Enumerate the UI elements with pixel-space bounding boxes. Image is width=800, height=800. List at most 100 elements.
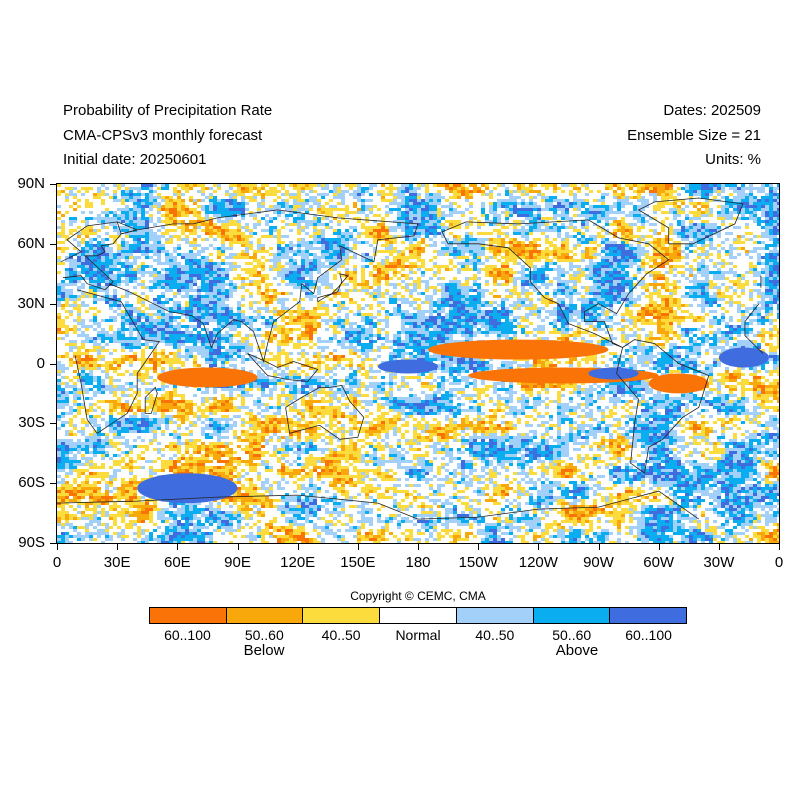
field-cell bbox=[189, 262, 193, 265]
field-cell bbox=[197, 184, 201, 187]
field-cell bbox=[497, 217, 501, 220]
field-cell bbox=[317, 211, 321, 214]
field-cell bbox=[581, 223, 585, 226]
field-cell bbox=[465, 241, 469, 244]
field-cell bbox=[205, 238, 209, 241]
field-cell bbox=[397, 235, 401, 238]
field-cell bbox=[601, 211, 605, 214]
field-cell bbox=[565, 244, 569, 247]
field-cell bbox=[693, 280, 697, 283]
field-cell bbox=[461, 184, 465, 187]
field-cell bbox=[681, 211, 685, 214]
field-cell bbox=[485, 256, 489, 259]
field-cell bbox=[341, 241, 345, 244]
field-cell bbox=[749, 193, 753, 196]
field-cell bbox=[557, 214, 561, 217]
field-cell bbox=[549, 196, 553, 199]
field-cell bbox=[337, 292, 341, 295]
field-cell bbox=[773, 238, 777, 241]
field-cell bbox=[505, 295, 509, 298]
field-cell bbox=[117, 304, 121, 307]
field-cell bbox=[137, 223, 141, 226]
field-cell bbox=[181, 271, 185, 274]
field-cell bbox=[393, 301, 397, 304]
field-cell bbox=[269, 193, 273, 196]
field-cell bbox=[373, 250, 377, 253]
field-cell bbox=[165, 229, 169, 232]
field-cell bbox=[321, 187, 325, 190]
field-cell bbox=[553, 199, 557, 202]
field-cell bbox=[773, 217, 777, 220]
field-cell bbox=[301, 244, 305, 247]
field-cell bbox=[333, 247, 337, 250]
field-cell bbox=[405, 238, 409, 241]
field-cell bbox=[501, 304, 505, 307]
field-cell bbox=[677, 241, 681, 244]
field-cell bbox=[261, 235, 265, 238]
field-cell bbox=[589, 238, 593, 241]
field-cell bbox=[329, 211, 333, 214]
field-cell bbox=[549, 298, 553, 301]
field-cell bbox=[277, 184, 281, 187]
field-cell bbox=[745, 202, 749, 205]
field-cell bbox=[369, 205, 373, 208]
field-cell bbox=[673, 214, 677, 217]
field-cell bbox=[77, 205, 81, 208]
field-cell bbox=[533, 256, 537, 259]
field-cell bbox=[373, 220, 377, 223]
field-cell bbox=[589, 289, 593, 292]
field-cell bbox=[417, 304, 421, 307]
field-cell bbox=[149, 193, 153, 196]
field-cell bbox=[769, 187, 773, 190]
field-cell bbox=[209, 271, 213, 274]
field-cell bbox=[325, 253, 329, 256]
field-cell bbox=[85, 187, 89, 190]
field-cell bbox=[437, 253, 441, 256]
field-cell bbox=[749, 262, 753, 265]
field-cell bbox=[425, 298, 429, 301]
field-cell bbox=[269, 289, 273, 292]
field-cell bbox=[681, 265, 685, 268]
field-cell bbox=[133, 259, 137, 262]
field-cell bbox=[477, 220, 481, 223]
field-cell bbox=[681, 271, 685, 274]
field-cell bbox=[317, 292, 321, 295]
field-cell bbox=[285, 223, 289, 226]
field-cell bbox=[85, 217, 89, 220]
field-cell bbox=[321, 217, 325, 220]
field-cell bbox=[397, 307, 401, 310]
field-cell bbox=[777, 259, 779, 262]
field-cell bbox=[713, 187, 717, 190]
field-cell bbox=[609, 256, 613, 259]
field-cell bbox=[489, 256, 493, 259]
field-cell bbox=[741, 235, 745, 238]
field-cell bbox=[709, 241, 713, 244]
field-cell bbox=[337, 259, 341, 262]
field-cell bbox=[585, 241, 589, 244]
field-cell bbox=[301, 262, 305, 265]
field-cell bbox=[233, 211, 237, 214]
field-cell bbox=[221, 262, 225, 265]
field-cell bbox=[433, 292, 437, 295]
field-cell bbox=[581, 205, 585, 208]
field-cell bbox=[533, 238, 537, 241]
field-cell bbox=[529, 301, 533, 304]
field-cell bbox=[109, 250, 113, 253]
field-cell bbox=[609, 295, 613, 298]
field-cell bbox=[289, 268, 293, 271]
field-cell bbox=[769, 199, 773, 202]
field-cell bbox=[585, 265, 589, 268]
field-cell bbox=[557, 301, 561, 304]
field-cell bbox=[757, 256, 761, 259]
field-cell bbox=[157, 220, 161, 223]
field-cell bbox=[341, 193, 345, 196]
field-cell bbox=[477, 289, 481, 292]
field-cell bbox=[405, 286, 409, 289]
field-cell bbox=[773, 223, 777, 226]
field-cell bbox=[457, 226, 461, 229]
field-cell bbox=[229, 187, 233, 190]
field-cell bbox=[557, 298, 561, 301]
field-cell bbox=[713, 247, 717, 250]
field-cell bbox=[277, 196, 281, 199]
field-cell bbox=[497, 184, 501, 187]
